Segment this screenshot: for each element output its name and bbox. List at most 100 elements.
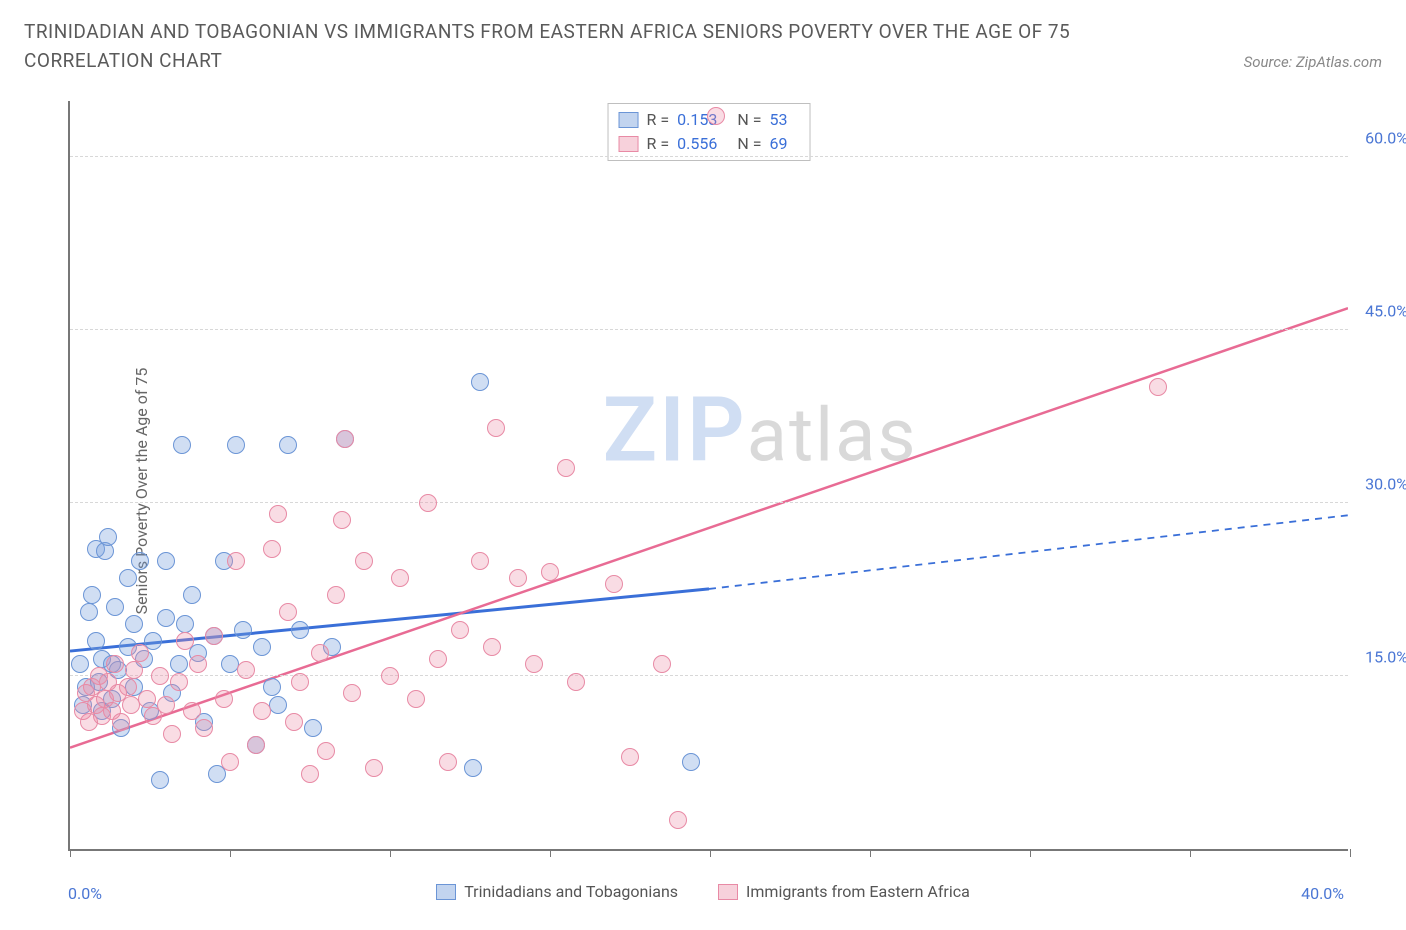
data-point [125,661,143,679]
chart-title: TRINIDADIAN AND TOBAGONIAN VS IMMIGRANTS… [24,18,1144,75]
data-point [317,742,335,760]
data-point [541,563,559,581]
legend-label: Trinidadians and Tobagonians [464,882,678,901]
data-point [707,107,725,125]
data-point [483,638,501,656]
data-point [471,552,489,570]
data-point [391,569,409,587]
data-point [285,713,303,731]
data-point [131,644,149,662]
data-point [234,621,252,639]
data-point [170,655,188,673]
data-point [253,702,271,720]
gridline [70,675,1348,676]
data-point [176,632,194,650]
stat-r-value: 0.556 [677,132,717,156]
x-tick [1190,849,1191,857]
data-point [157,696,175,714]
data-point [183,702,201,720]
legend-swatch [718,884,738,900]
data-point [355,552,373,570]
x-tick [550,849,551,857]
data-point [87,632,105,650]
data-point [301,765,319,783]
data-point [83,586,101,604]
data-point [311,644,329,662]
data-point [1149,378,1167,396]
x-tick [1030,849,1031,857]
stat-n-value: 69 [769,132,787,156]
legend-swatch [619,136,639,152]
data-point [669,811,687,829]
plot-area: ZIPatlas R =0.153N =53R =0.556N =69 15.0… [68,101,1348,851]
data-point [304,719,322,737]
data-point [157,552,175,570]
data-point [112,713,130,731]
data-point [221,753,239,771]
data-point [71,655,89,673]
stat-r-label: R = [647,108,670,132]
legend-swatch [619,112,639,128]
data-point [227,552,245,570]
y-tick-label: 45.0% [1365,301,1406,320]
legend-label: Immigrants from Eastern Africa [746,882,970,901]
y-tick-label: 30.0% [1365,474,1406,493]
data-point [151,667,169,685]
legend-item: Trinidadians and Tobagonians [436,882,678,901]
data-point [170,673,188,691]
data-point [269,696,287,714]
data-point [682,753,700,771]
data-point [80,603,98,621]
data-point [176,615,194,633]
watermark: ZIPatlas [603,378,918,483]
stat-n-label: N = [737,132,761,156]
x-tick [390,849,391,857]
data-point [183,586,201,604]
data-point [653,655,671,673]
gridline [70,329,1348,330]
stat-r-label: R = [647,132,670,156]
data-point [471,373,489,391]
data-point [557,459,575,477]
data-point [365,759,383,777]
data-point [291,673,309,691]
data-point [263,678,281,696]
data-point [487,419,505,437]
data-point [119,569,137,587]
data-point [173,436,191,454]
x-tick [1350,849,1351,857]
chart-container: Seniors Poverty Over the Age of 75 ZIPat… [24,81,1382,901]
data-point [151,771,169,789]
data-point [131,552,149,570]
data-point [419,494,437,512]
gridline [70,502,1348,503]
data-point [381,667,399,685]
x-tick [230,849,231,857]
data-point [567,673,585,691]
data-point [253,638,271,656]
data-point [327,586,345,604]
data-point [237,661,255,679]
data-point [227,436,245,454]
data-point [407,690,425,708]
series-legend: Trinidadians and Tobagonians Immigrants f… [24,882,1382,901]
data-point [263,540,281,558]
data-point [509,569,527,587]
data-point [605,575,623,593]
data-point [247,736,265,754]
data-point [525,655,543,673]
data-point [205,627,223,645]
gridline [70,156,1348,157]
x-tick [70,849,71,857]
data-point [99,528,117,546]
stats-row: R = 0.556 N = 69 [619,132,800,156]
data-point [279,436,297,454]
data-point [464,759,482,777]
data-point [439,753,457,771]
y-tick-label: 60.0% [1365,128,1406,147]
data-point [269,505,287,523]
legend-item: Immigrants from Eastern Africa [718,882,970,901]
data-point [157,609,175,627]
x-tick [710,849,711,857]
data-point [106,655,124,673]
